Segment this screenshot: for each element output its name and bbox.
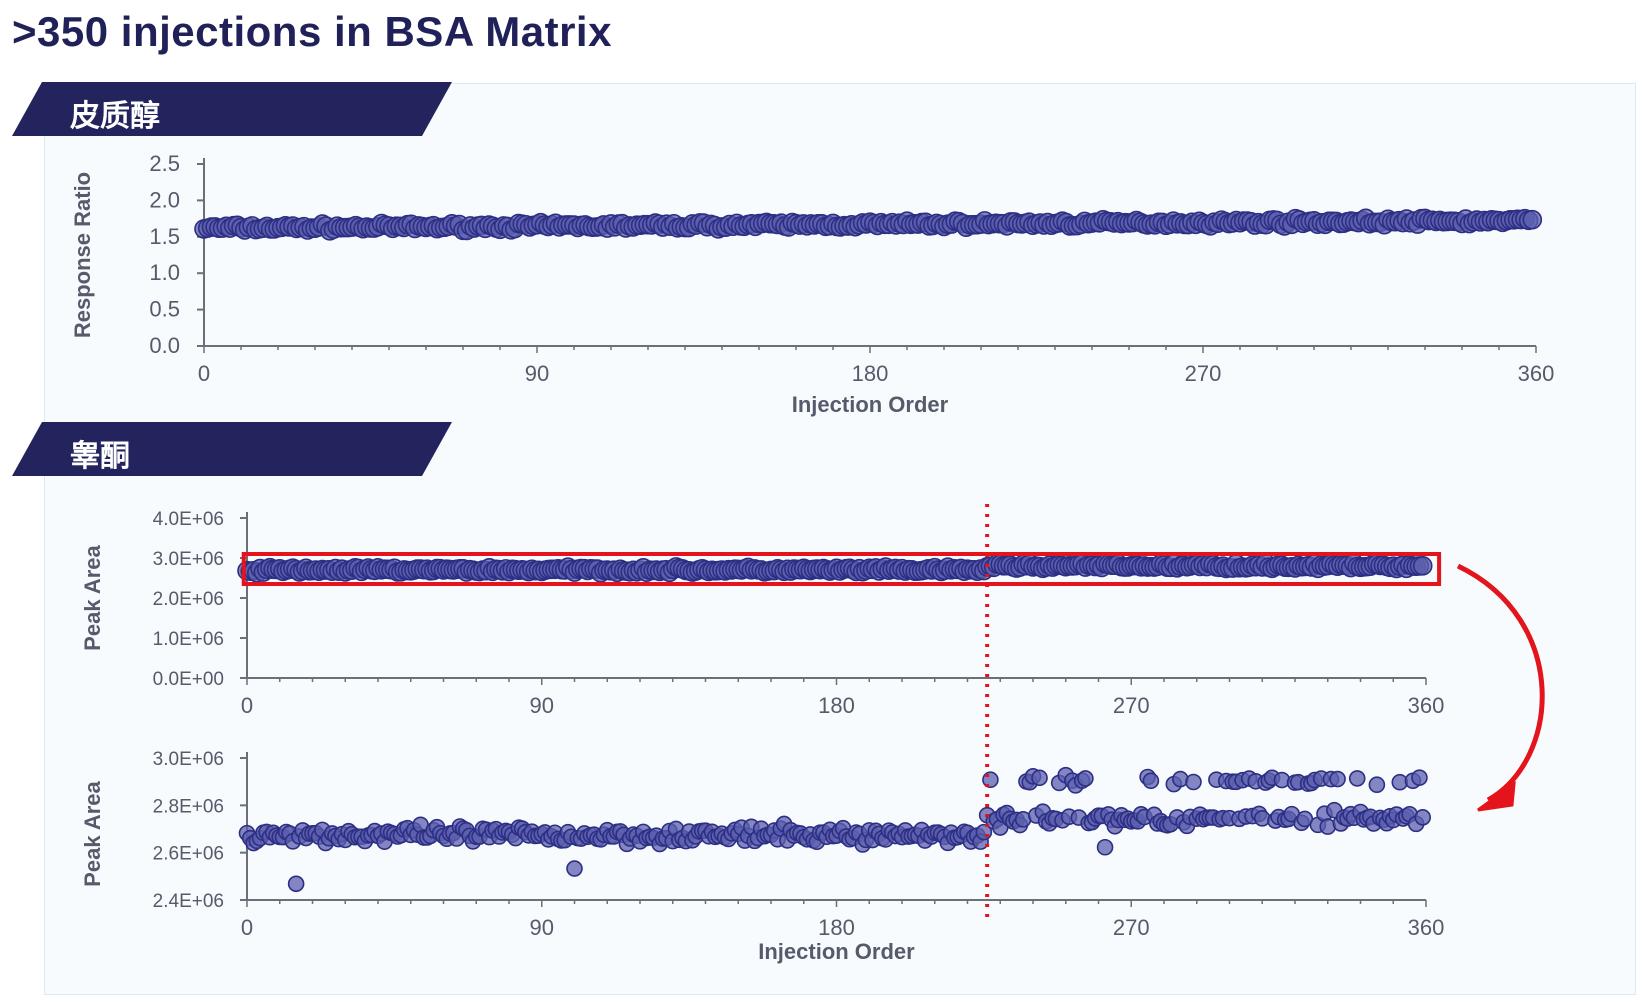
testosterone-zoom-point bbox=[1411, 769, 1428, 786]
y-tick-label: 1.0E+06 bbox=[153, 629, 224, 650]
x-tick-label: 0 bbox=[198, 361, 210, 386]
testosterone-zoom-point bbox=[1185, 773, 1202, 791]
x-tick-label: 270 bbox=[1113, 693, 1150, 718]
x-axis-title: Injection Order bbox=[792, 392, 949, 417]
y-tick-label: 2.0E+06 bbox=[153, 589, 224, 610]
testosterone-zoom-point bbox=[1348, 770, 1366, 787]
x-tick-label: 90 bbox=[530, 693, 554, 718]
y-tick-label: 2.8E+06 bbox=[153, 796, 224, 817]
y-tick-label: 2.6E+06 bbox=[153, 844, 224, 865]
x-tick-label: 180 bbox=[852, 361, 889, 386]
y-tick-label: 1.0 bbox=[149, 260, 180, 285]
x-tick-label: 360 bbox=[1518, 361, 1555, 386]
y-tick-label: 4.0E+06 bbox=[153, 509, 224, 530]
testosterone-zoom-point bbox=[287, 875, 305, 893]
page-title: >350 injections in BSA Matrix bbox=[12, 8, 612, 55]
x-axis-title: Injection Order bbox=[758, 939, 915, 964]
y-tick-label: 2.0 bbox=[149, 187, 180, 212]
section-label-testosterone: 睾酮 bbox=[70, 439, 130, 474]
x-tick-label: 270 bbox=[1185, 361, 1222, 386]
y-axis-title: Peak Area bbox=[80, 780, 105, 886]
x-tick-label: 0 bbox=[241, 693, 253, 718]
testosterone-zoom-point bbox=[1368, 776, 1386, 794]
y-tick-label: 0.5 bbox=[149, 297, 180, 322]
section-label-cortisol: 皮质醇 bbox=[70, 99, 160, 134]
testosterone-zoom-point bbox=[566, 860, 583, 877]
cortisol-point bbox=[1522, 209, 1543, 230]
testosterone-zoom-point bbox=[1414, 809, 1432, 826]
y-tick-label: 3.0E+06 bbox=[153, 549, 224, 570]
y-tick-label: 0.0E+00 bbox=[153, 669, 224, 690]
zoom-arrow-head bbox=[1477, 780, 1516, 812]
y-tick-label: 2.4E+06 bbox=[153, 891, 224, 912]
zoom-arrow-curve bbox=[1456, 563, 1545, 803]
y-tick-label: 1.5 bbox=[149, 224, 180, 249]
testosterone-zoom-point bbox=[1077, 770, 1094, 787]
testosterone-zoom-point bbox=[1096, 838, 1114, 856]
testosterone-full-point bbox=[1412, 556, 1433, 576]
x-tick-label: 360 bbox=[1408, 915, 1445, 940]
y-tick-label: 2.5 bbox=[149, 151, 180, 176]
testosterone-zoom-point bbox=[1031, 769, 1048, 787]
x-tick-label: 270 bbox=[1113, 915, 1150, 940]
x-tick-label: 0 bbox=[241, 915, 253, 940]
x-tick-label: 180 bbox=[818, 693, 855, 718]
x-tick-label: 180 bbox=[818, 915, 855, 940]
x-tick-label: 90 bbox=[525, 361, 549, 386]
x-tick-label: 90 bbox=[530, 915, 554, 940]
testosterone-zoom-point bbox=[1329, 770, 1346, 788]
y-axis-title: Response Ratio bbox=[70, 172, 95, 338]
y-tick-label: 0.0 bbox=[149, 333, 180, 358]
y-tick-label: 3.0E+06 bbox=[153, 749, 224, 770]
section-banner-cortisol: 皮质醇 bbox=[12, 82, 452, 136]
testosterone-zoom-point bbox=[1142, 772, 1160, 790]
highlight-box bbox=[241, 552, 1442, 586]
section-banner-testosterone: 睾酮 bbox=[12, 422, 452, 476]
x-tick-label: 360 bbox=[1408, 693, 1445, 718]
y-axis-title: Peak Area bbox=[80, 544, 105, 650]
